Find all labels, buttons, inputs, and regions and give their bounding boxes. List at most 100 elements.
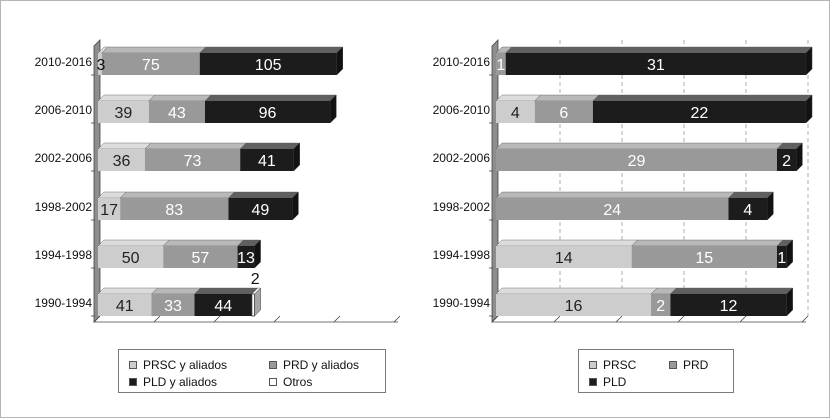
bar-side xyxy=(786,239,793,269)
data-label-pld: 12 xyxy=(720,298,738,315)
legend-label: PRD xyxy=(683,358,709,372)
data-label-prd: 73 xyxy=(184,153,202,170)
data-label-prsc: 41 xyxy=(116,298,134,315)
bar-pld xyxy=(228,198,293,220)
bar-pld xyxy=(199,53,337,75)
data-label-pld: 13 xyxy=(237,250,255,267)
bar-side xyxy=(805,94,813,124)
legend-swatch xyxy=(129,361,137,369)
data-label-prd: 57 xyxy=(191,250,209,267)
bar-pld xyxy=(505,53,806,75)
legend-label: PLD y aliados xyxy=(143,375,218,389)
bar-prd xyxy=(148,101,205,123)
x-tick xyxy=(491,315,499,323)
bar-pld xyxy=(204,101,331,123)
bar-prsc xyxy=(496,246,632,268)
data-label-pld: 49 xyxy=(251,202,269,219)
data-label-prd: 75 xyxy=(142,57,160,74)
category-label: 2002-2006 xyxy=(35,151,93,165)
data-label-prsc: 3 xyxy=(97,57,106,74)
bar-prd xyxy=(151,294,195,316)
bar-prd xyxy=(651,294,671,316)
category-label: 2006-2010 xyxy=(433,103,491,117)
category-label: 1990-1994 xyxy=(35,296,93,310)
legend-swatch xyxy=(129,378,137,386)
legend-right: PRSC PRD PLD xyxy=(578,349,734,393)
legend-left: PRSC y aliados PRD y aliados PLD y aliados… xyxy=(118,349,386,393)
bar-top-prsc xyxy=(495,287,658,295)
bar-prsc xyxy=(98,294,152,316)
data-label-pld: 105 xyxy=(255,57,282,74)
bar-side xyxy=(292,191,299,221)
x-tick xyxy=(213,315,221,323)
category-label: 1994-1998 xyxy=(433,248,491,262)
data-label-prd: 1 xyxy=(496,57,505,74)
bar-prd xyxy=(120,198,229,220)
x-tick xyxy=(553,315,561,323)
data-label-pld: 1 xyxy=(777,250,786,267)
category-label: 2010-2016 xyxy=(433,55,491,69)
legend-label: Otros xyxy=(283,375,313,389)
x-tick xyxy=(153,315,161,323)
legend-label: PRD y aliados xyxy=(283,358,360,372)
data-label-prsc: 16 xyxy=(565,298,583,315)
category-label: 2006-2010 xyxy=(35,103,93,117)
legend-label: PLD xyxy=(603,375,627,389)
data-label-prd: 6 xyxy=(559,105,568,122)
bar-top-pld xyxy=(669,287,794,295)
bar-pld xyxy=(728,198,768,220)
data-label-prd: 15 xyxy=(695,250,713,267)
bar-top-pld xyxy=(592,94,813,102)
bar-prd xyxy=(496,53,506,75)
legend-swatch xyxy=(589,361,597,369)
x-tick xyxy=(273,315,281,323)
legend-swatch xyxy=(589,378,597,386)
legend-label: PRSC xyxy=(603,358,637,372)
bar-prsc xyxy=(496,294,651,316)
bar-pld xyxy=(776,149,797,171)
category-label: 1994-1998 xyxy=(35,248,93,262)
x-tick xyxy=(93,315,101,323)
data-label-pld: 41 xyxy=(258,153,276,170)
bar-pld xyxy=(670,294,787,316)
chart-left: 2010-2016 2006-2010 2002-2006 1998-2002 1994… xyxy=(35,39,401,323)
data-label-prd: 24 xyxy=(603,202,621,219)
bar-top-pld xyxy=(728,191,774,199)
data-label-otros: 2 xyxy=(251,271,260,288)
legend-label: PRSC y aliados xyxy=(143,358,228,372)
bar-prd xyxy=(163,246,238,268)
bar-side xyxy=(767,191,774,221)
bar-side xyxy=(254,287,261,317)
bar-pld xyxy=(237,246,255,268)
data-label-prd: 33 xyxy=(164,298,182,315)
bar-top-prd xyxy=(534,94,600,102)
legend-item-prsc: PRSC y aliados xyxy=(129,358,227,372)
data-label-pld: 31 xyxy=(647,57,665,74)
data-label-pld: 2 xyxy=(782,153,791,170)
data-label-prd: 29 xyxy=(628,153,646,170)
bar-top-pld xyxy=(505,46,813,54)
x-tick xyxy=(739,315,747,323)
x-tick xyxy=(393,315,401,323)
bar-side xyxy=(293,142,300,172)
legend-swatch xyxy=(269,378,277,386)
legend-item-prsc: PRSC xyxy=(589,358,636,372)
bar-prsc xyxy=(98,101,149,123)
category-label: 2010-2016 xyxy=(35,55,93,69)
bar-prsc xyxy=(496,101,535,123)
bar-prsc xyxy=(98,53,102,75)
category-label: 2002-2006 xyxy=(433,151,491,165)
bar-side xyxy=(786,287,793,317)
bar-top-prsc xyxy=(495,94,542,102)
axis-wall xyxy=(491,39,499,323)
bar-top-prd xyxy=(495,191,735,199)
bar-prd xyxy=(534,101,593,123)
data-label-pld: 4 xyxy=(743,202,752,219)
category-label: 1990-1994 xyxy=(433,296,491,310)
legend-item-prd: PRD xyxy=(669,358,708,372)
bar-side xyxy=(329,94,337,124)
bar-top-prsc xyxy=(495,239,639,247)
data-label-prd: 83 xyxy=(165,202,183,219)
bar-prd xyxy=(144,149,241,171)
